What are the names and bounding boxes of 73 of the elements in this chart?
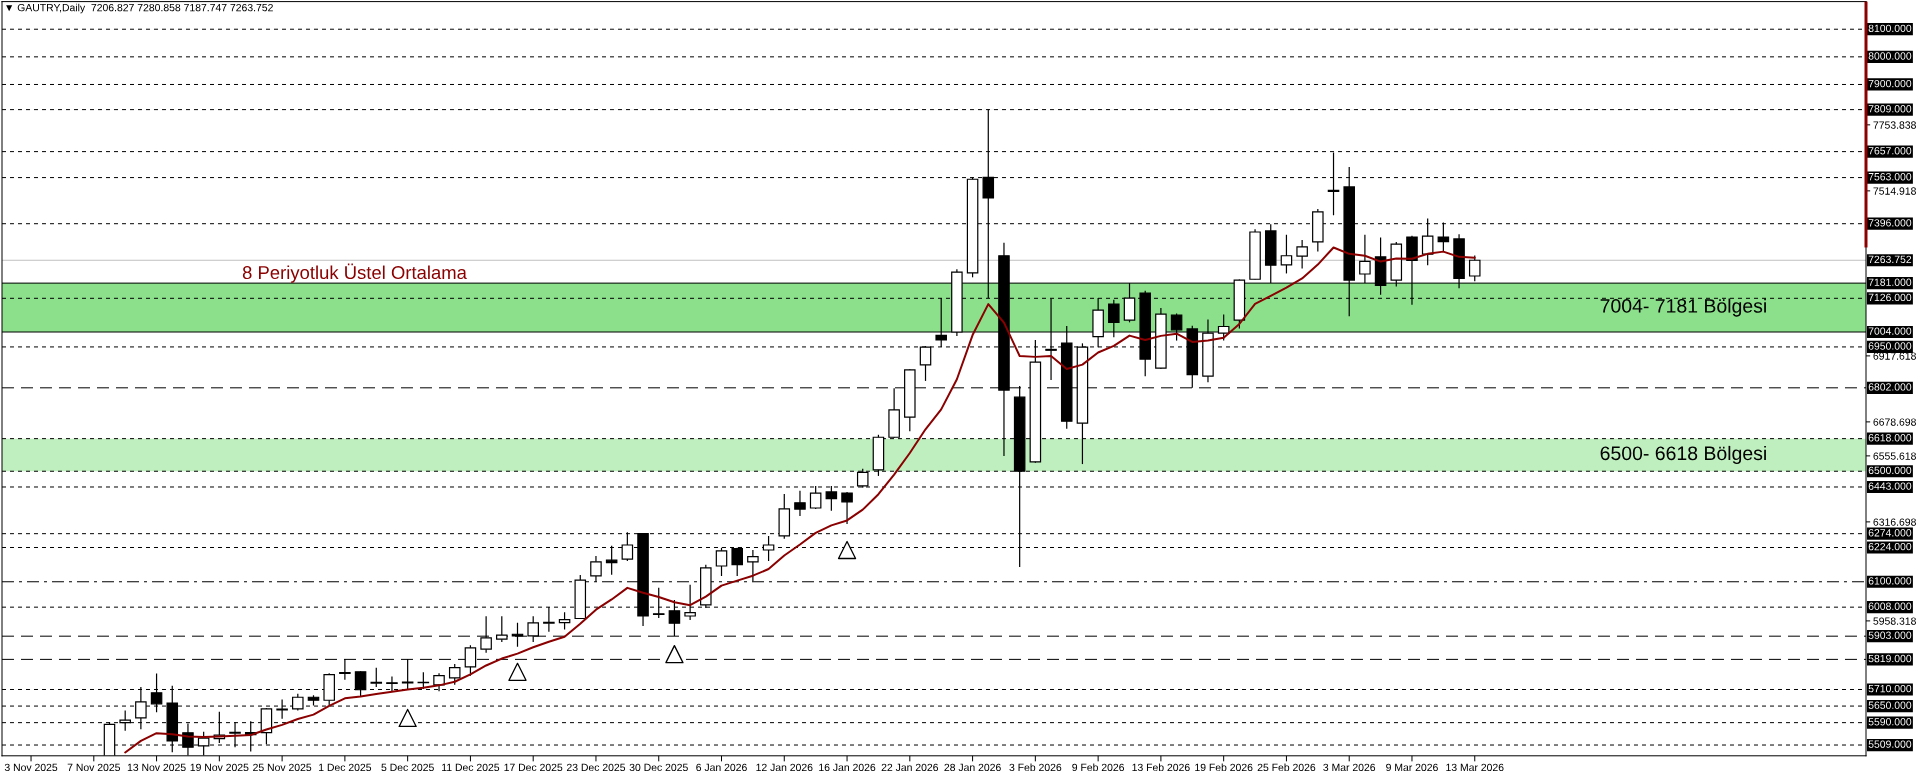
y-tick-label: 7753.838 [1873, 121, 1916, 129]
ref-line-label: 6100.000 [1868, 577, 1912, 585]
ref-line-label: 8000.000 [1868, 52, 1912, 60]
x-tick-label: 3 Mar 2026 [1323, 763, 1376, 772]
ref-line-label: 6008.000 [1868, 602, 1912, 610]
ref-line-label: 6224.000 [1868, 542, 1912, 551]
x-tick-label: 25 Nov 2025 [253, 763, 312, 772]
candlestick [464, 644, 477, 677]
ref-line-label: 7396.000 [1868, 219, 1912, 227]
x-tick-label: 3 Feb 2026 [1009, 763, 1062, 772]
x-tick-label: 5 Dec 2025 [381, 763, 434, 772]
point [665, 644, 684, 664]
ref-line-label: 5903.000 [1868, 631, 1912, 639]
y-tick-label: 7514.918 [1873, 187, 1916, 195]
ref-line-label: 5819.000 [1868, 654, 1912, 663]
candlestick [1296, 239, 1308, 270]
x-tick-label: 9 Mar 2026 [1386, 763, 1438, 772]
ref-line-label: 5710.000 [1868, 684, 1912, 693]
band-label: 6500- 6618 Bölgesi [1600, 445, 1766, 465]
candlestick [794, 490, 806, 517]
ref-line-label: 7263.752 [1868, 255, 1912, 264]
ref-line-label: 6500.000 [1868, 466, 1912, 475]
ref-line-label: 7004.000 [1868, 327, 1912, 335]
x-tick-label: 19 Feb 2026 [1195, 763, 1253, 772]
x-tick-label: 12 Jan 2026 [756, 763, 813, 772]
y-tick-label: 6917.618 [1873, 352, 1916, 360]
y-tick-label: 6678.698 [1873, 418, 1916, 426]
point [837, 540, 857, 560]
chart-title: ▼ GAUTRY,Daily 7206.827 7280.858 7187.747 7263.752 [6, 3, 273, 14]
ref-line-label: 6950.000 [1868, 342, 1912, 350]
ref-line-label: 7657.000 [1868, 147, 1912, 155]
x-tick-label: 13 Feb 2026 [1132, 763, 1190, 772]
ref-line-label: 5509.000 [1868, 740, 1912, 748]
candlestick [370, 667, 383, 688]
x-tick-label: 23 Dec 2025 [566, 763, 626, 772]
x-tick-label: 11 Dec 2025 [442, 763, 500, 772]
ref-line-label: 7900.000 [1868, 79, 1912, 88]
candlestick [1280, 234, 1293, 275]
x-tick-label: 13 Nov 2025 [127, 763, 186, 772]
x-tick-label: 16 Jan 2026 [819, 763, 876, 772]
x-tick-label: 19 Nov 2025 [190, 763, 249, 772]
point [508, 662, 527, 681]
ref-line-label: 7563.000 [1868, 173, 1912, 181]
text: 8 Periyotluk Üstel Ortalama [242, 263, 467, 283]
x-tick-label: 13 Mar 2026 [1446, 763, 1504, 772]
ref-line-label: 6802.000 [1868, 383, 1912, 391]
ref-line-label: 7809.000 [1868, 105, 1912, 113]
x-tick-label: 22 Jan 2026 [881, 763, 939, 772]
y-tick-label: 5958.318 [1873, 617, 1916, 625]
point [398, 708, 417, 728]
ref-line-label: 6274.000 [1868, 529, 1912, 537]
y-tick-label: 6316.698 [1873, 518, 1916, 526]
x-tick-label: 1 Dec 2025 [319, 763, 372, 772]
ref-line-label: 5590.000 [1868, 718, 1912, 726]
ref-line-label: 6618.000 [1868, 434, 1912, 442]
x-tick-label: 7 Nov 2025 [67, 763, 121, 772]
x-tick-label: 3 Nov 2025 [4, 763, 58, 772]
x-tick-label: 17 Dec 2025 [504, 763, 563, 772]
y-tick-label: 6555.618 [1873, 452, 1916, 460]
ref-line-label: 7126.000 [1868, 293, 1912, 302]
x-tick-label: 6 Jan 2026 [696, 763, 747, 772]
band-label: 7004- 7181 Bölgesi [1600, 298, 1766, 317]
candlestick [841, 491, 853, 525]
ref-line-label: 8100.000 [1868, 24, 1912, 33]
ref-line-label: 7181.000 [1868, 278, 1912, 286]
candlestick [448, 663, 461, 686]
ref-line-label: 5650.000 [1868, 701, 1912, 709]
candlestick [715, 547, 728, 577]
x-tick-label: 9 Feb 2026 [1072, 763, 1125, 772]
x-tick-label: 25 Feb 2026 [1257, 763, 1316, 772]
x-tick-label: 30 Dec 2025 [629, 763, 688, 772]
ref-line-label: 6443.000 [1868, 482, 1912, 490]
x-tick-label: 28 Jan 2026 [944, 763, 1001, 772]
